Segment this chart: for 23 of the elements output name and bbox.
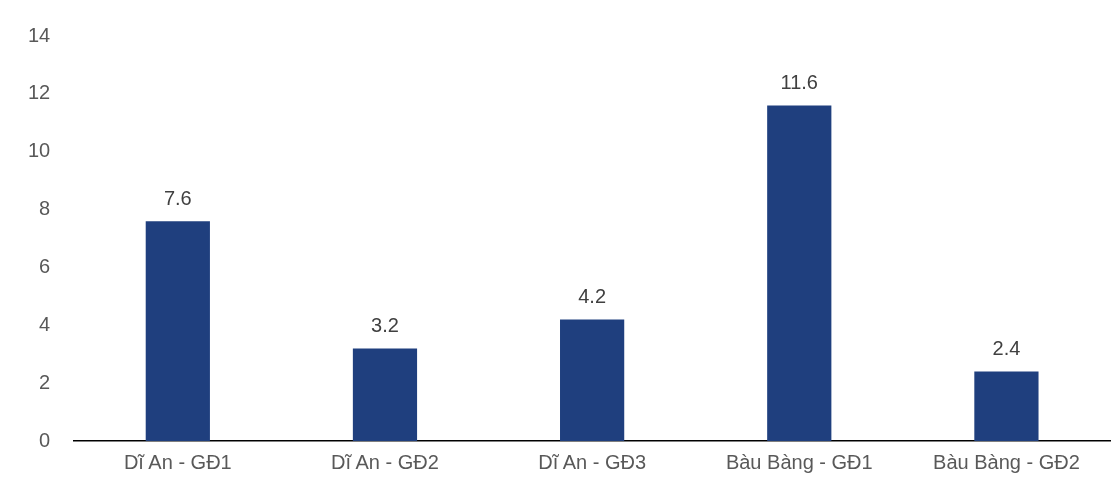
x-tick-label: Bàu Bàng - GĐ1: [725, 450, 873, 473]
y-tick-label: 0: [39, 428, 51, 451]
bar: [767, 105, 832, 441]
x-tick-label: Dĩ An - GĐ2: [331, 450, 439, 473]
y-tick-label: 8: [39, 197, 51, 220]
y-tick-label: 4: [39, 312, 51, 335]
data-label: 2.4: [992, 337, 1021, 360]
x-tick-label: Dĩ An - GĐ3: [538, 450, 647, 473]
bar: [145, 221, 210, 441]
bar: [352, 348, 418, 441]
data-label: 11.6: [780, 70, 818, 93]
y-tick-label: 12: [28, 81, 51, 104]
data-label: 7.6: [163, 186, 192, 209]
bar: [560, 319, 625, 441]
y-tick-label: 2: [39, 370, 51, 393]
data-label: 4.2: [578, 285, 607, 308]
y-tick-label: 14: [28, 23, 51, 46]
bar: [974, 371, 1039, 441]
data-label: 3.2: [371, 313, 399, 336]
x-tick-label: Dĩ An - GĐ1: [123, 450, 232, 473]
x-tick-label: Bàu Bàng - GĐ2: [933, 450, 1080, 473]
y-tick-label: 10: [28, 139, 51, 162]
y-tick-label: 6: [39, 254, 51, 277]
